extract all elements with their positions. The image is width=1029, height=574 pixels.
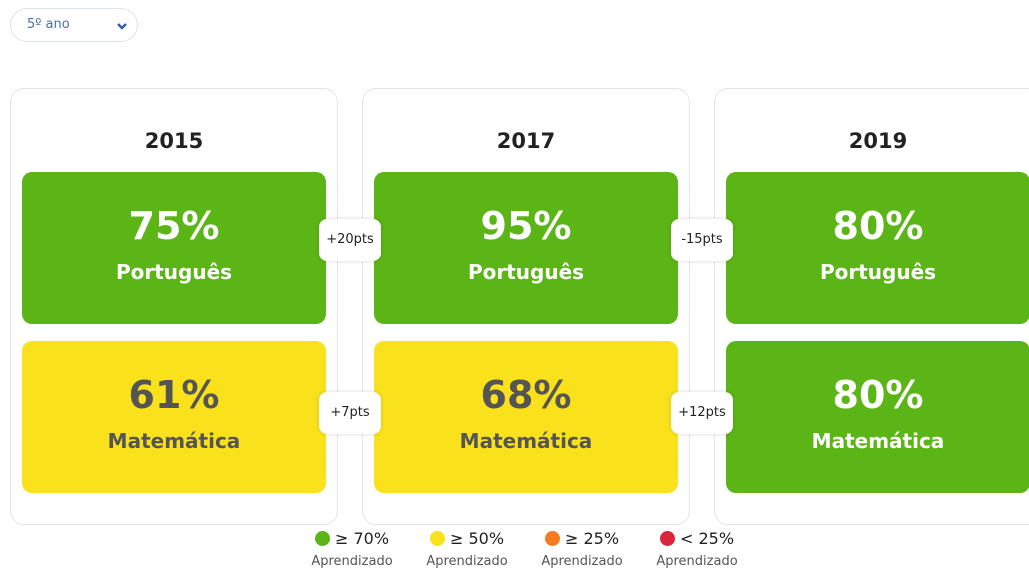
subject: Matemática [459, 429, 593, 453]
subject: Matemática [107, 429, 241, 453]
legend-row: ≥ 25% [527, 529, 637, 548]
legend-item: ≥ 25% Aprendizado [527, 529, 637, 569]
year-column: 2019 80% Português 80% Matemática [714, 88, 1029, 525]
chevron [117, 23, 127, 30]
diff-badge: -15pts [671, 219, 733, 261]
score-value: 61% [128, 373, 220, 417]
legend-row: ≥ 70% [297, 529, 407, 548]
legend-threshold: ≥ 50% [449, 529, 505, 548]
year-column: 2017 95% Português 68% Matemática [362, 88, 690, 525]
legend-dot [429, 531, 445, 546]
diff-badge: +20pts [319, 219, 381, 261]
score-value: 68% [480, 373, 572, 417]
score-value: 80% [832, 373, 924, 417]
subject: Português [819, 260, 937, 284]
legend-label: Aprendizado [311, 554, 393, 569]
year-title: 2015 [144, 129, 204, 153]
legend-item: ≥ 70% Aprendizado [297, 529, 407, 569]
subject: Português [115, 260, 233, 284]
diff-badge: +7pts [319, 392, 381, 434]
legend-label: Aprendizado [426, 554, 508, 569]
score-card: 75% Português [22, 172, 326, 324]
legend-row: < 25% [642, 529, 752, 548]
legend-threshold: ≥ 25% [564, 529, 620, 548]
score-card: 68% Matemática [374, 341, 678, 493]
legend-dot [314, 531, 330, 546]
subject: Matemática [811, 429, 945, 453]
year-column: 2015 75% Português 61% Matemática [10, 88, 338, 525]
score-value: 95% [480, 204, 572, 248]
diff-badge: +12pts [671, 392, 733, 434]
legend-threshold: < 25% [679, 529, 735, 548]
year-title: 2017 [496, 129, 556, 153]
score-card: 61% Matemática [22, 341, 326, 493]
legend-row: ≥ 50% [412, 529, 522, 548]
legend-label: Aprendizado [656, 554, 738, 569]
legend-item: ≥ 50% Aprendizado [412, 529, 522, 569]
score-card: 95% Português [374, 172, 678, 324]
grade-select[interactable]: 5º ano [10, 8, 138, 42]
subject: Português [467, 260, 585, 284]
year-title: 2019 [848, 129, 908, 153]
score-card: 80% Português [726, 172, 1029, 324]
legend-label: Aprendizado [541, 554, 623, 569]
score-value: 80% [832, 204, 924, 248]
score-value: 75% [128, 204, 220, 248]
legend-threshold: ≥ 70% [334, 529, 390, 548]
legend-item: < 25% Aprendizado [642, 529, 752, 569]
score-card: 80% Matemática [726, 341, 1029, 493]
legend-dot [544, 531, 560, 546]
select-label: 5º ano [27, 17, 70, 32]
legend-dot [659, 531, 675, 546]
